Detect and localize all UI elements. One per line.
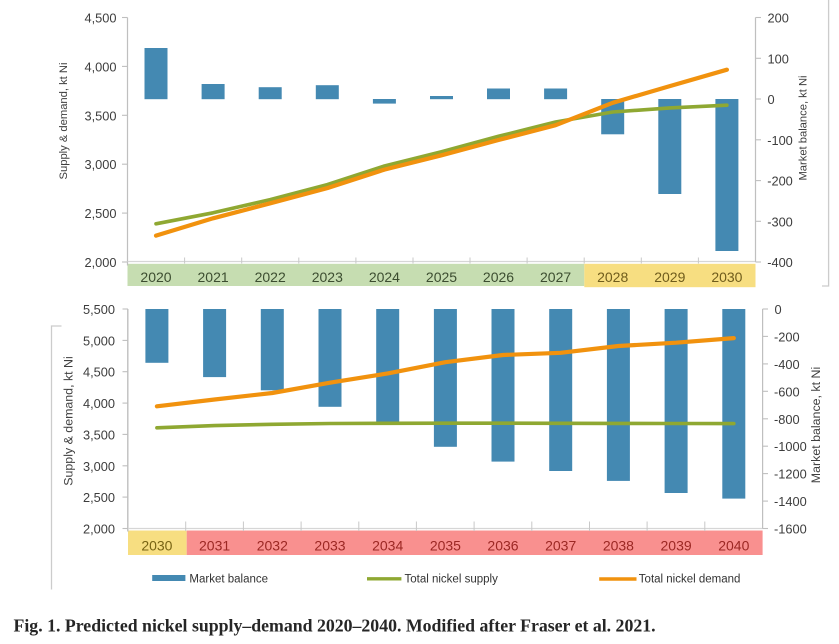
svg-text:2,500: 2,500 — [84, 206, 116, 221]
svg-text:4,000: 4,000 — [83, 396, 115, 411]
svg-text:2038: 2038 — [603, 538, 634, 554]
svg-text:3,500: 3,500 — [83, 427, 115, 442]
svg-text:2032: 2032 — [257, 538, 288, 554]
svg-text:2033: 2033 — [314, 538, 345, 554]
svg-text:100: 100 — [768, 51, 789, 66]
svg-text:2039: 2039 — [661, 538, 692, 554]
svg-text:-200: -200 — [774, 329, 800, 344]
svg-text:-200: -200 — [767, 174, 793, 189]
svg-text:-1600: -1600 — [774, 522, 807, 537]
svg-text:2026: 2026 — [483, 269, 514, 285]
svg-text:2023: 2023 — [312, 269, 343, 285]
svg-text:Total nickel demand: Total nickel demand — [639, 574, 741, 586]
svg-text:200: 200 — [768, 11, 789, 26]
svg-text:2022: 2022 — [255, 269, 286, 285]
svg-text:2029: 2029 — [654, 269, 685, 285]
svg-text:2,000: 2,000 — [84, 255, 116, 270]
svg-text:-400: -400 — [767, 255, 793, 270]
svg-text:2,500: 2,500 — [83, 490, 115, 505]
svg-text:Market balance, kt Ni: Market balance, kt Ni — [798, 75, 810, 180]
svg-text:2034: 2034 — [372, 538, 403, 554]
svg-text:2040: 2040 — [718, 538, 749, 554]
svg-text:-100: -100 — [767, 133, 793, 148]
svg-text:5,500: 5,500 — [83, 302, 115, 317]
svg-text:-300: -300 — [767, 214, 793, 229]
svg-text:2031: 2031 — [199, 538, 230, 554]
svg-text:0: 0 — [775, 302, 782, 317]
svg-text:2025: 2025 — [426, 269, 457, 285]
svg-text:Supply & demand, kt Ni: Supply & demand, kt Ni — [62, 356, 76, 485]
svg-text:2024: 2024 — [369, 269, 400, 285]
svg-text:2035: 2035 — [430, 538, 461, 554]
svg-text:2020: 2020 — [140, 269, 171, 285]
svg-text:-600: -600 — [774, 384, 800, 399]
svg-text:5,000: 5,000 — [83, 333, 115, 348]
svg-text:2021: 2021 — [198, 269, 229, 285]
svg-text:2037: 2037 — [545, 538, 576, 554]
svg-text:3,000: 3,000 — [84, 157, 116, 172]
svg-text:-1000: -1000 — [774, 439, 807, 454]
svg-text:3,000: 3,000 — [83, 459, 115, 474]
svg-text:Supply & demand, kt Ni: Supply & demand, kt Ni — [58, 63, 70, 180]
svg-text:2036: 2036 — [487, 538, 518, 554]
svg-text:2,000: 2,000 — [83, 522, 115, 537]
svg-text:2027: 2027 — [540, 269, 571, 285]
svg-text:3,500: 3,500 — [84, 108, 116, 123]
svg-text:-1400: -1400 — [774, 494, 807, 509]
svg-text:Market balance: Market balance — [189, 574, 268, 586]
svg-text:-400: -400 — [774, 357, 800, 372]
svg-text:Market balance, kt Ni: Market balance, kt Ni — [809, 367, 823, 483]
svg-text:-1200: -1200 — [774, 467, 807, 482]
svg-text:Total nickel supply: Total nickel supply — [405, 574, 499, 586]
svg-text:0: 0 — [768, 92, 775, 107]
svg-text:4,500: 4,500 — [83, 365, 115, 380]
svg-text:2030: 2030 — [711, 269, 742, 285]
svg-text:-800: -800 — [774, 412, 800, 427]
svg-text:4,500: 4,500 — [84, 11, 116, 26]
svg-text:2028: 2028 — [597, 269, 628, 285]
svg-text:4,000: 4,000 — [84, 59, 116, 74]
svg-text:Fig. 1. Predicted nickel suppl: Fig. 1. Predicted nickel supply–demand 2… — [14, 616, 656, 636]
svg-text:2030: 2030 — [141, 538, 172, 554]
